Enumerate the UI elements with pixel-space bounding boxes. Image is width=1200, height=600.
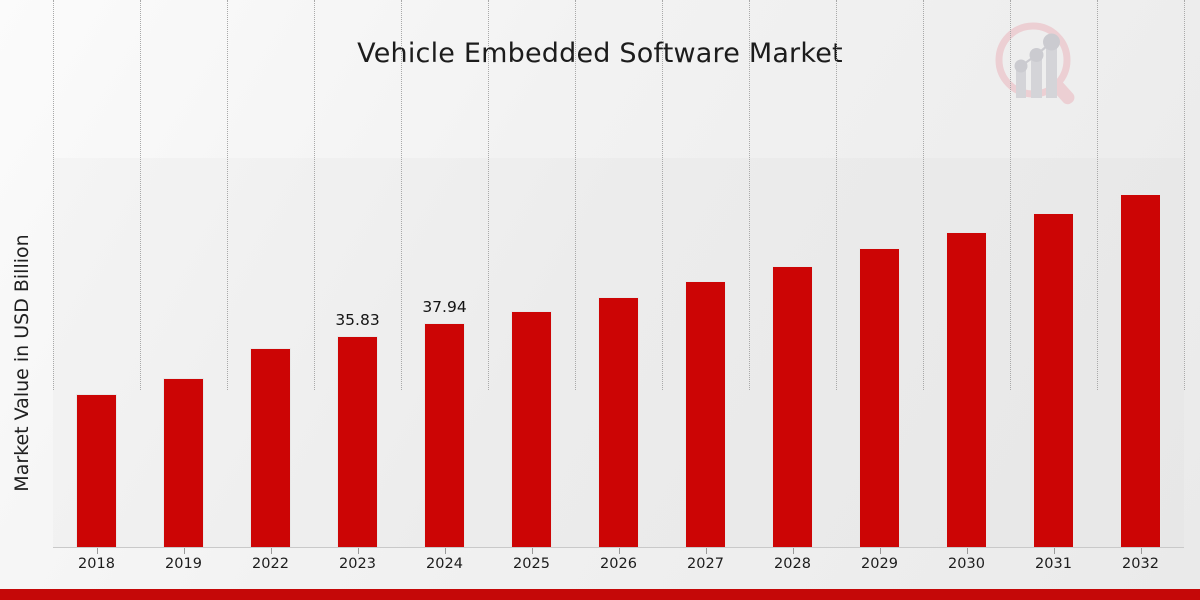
x-axis-label-2032: 2032 [1122, 556, 1159, 572]
x-axis-tick [1140, 548, 1142, 554]
bar-2025[interactable] [511, 310, 552, 547]
gridline [227, 0, 228, 390]
gridline [488, 0, 489, 390]
x-axis-label-2026: 2026 [600, 556, 637, 572]
chart-title: Vehicle Embedded Software Market [357, 38, 843, 69]
gridline [749, 0, 750, 390]
x-axis-tick [96, 548, 98, 554]
bar-value-label-2023: 35.83 [335, 310, 380, 329]
gridline [1097, 0, 1098, 390]
bar-value-label-2024: 37.94 [422, 298, 467, 317]
gridline [140, 0, 141, 390]
gridline [923, 0, 924, 390]
gridline [662, 0, 663, 390]
bar-2023[interactable] [337, 335, 378, 547]
x-axis-tick [183, 548, 185, 554]
bar-2022[interactable] [250, 347, 291, 547]
x-axis-label-2019: 2019 [165, 556, 202, 572]
x-axis-label-2022: 2022 [252, 556, 289, 572]
x-axis-label-2029: 2029 [861, 556, 898, 572]
gridline [314, 0, 315, 390]
gridline [53, 0, 54, 390]
bar-2018[interactable] [76, 393, 117, 547]
bar-2031[interactable] [1033, 212, 1074, 547]
x-axis-tick [357, 548, 359, 554]
gridline [401, 0, 402, 390]
bar-2027[interactable] [685, 280, 726, 547]
bar-2024[interactable] [424, 323, 465, 547]
x-axis-tick [1053, 548, 1055, 554]
gridline [575, 0, 576, 390]
x-axis-label-2031: 2031 [1035, 556, 1072, 572]
x-axis-tick [966, 548, 968, 554]
x-axis-label-2018: 2018 [78, 556, 115, 572]
x-axis-tick [270, 548, 272, 554]
gridline [1184, 0, 1185, 390]
x-axis-tick [792, 548, 794, 554]
x-axis-tick [618, 548, 620, 554]
gridline [836, 0, 837, 390]
bar-2026[interactable] [598, 296, 639, 547]
x-axis-tick [879, 548, 881, 554]
x-axis-line [53, 547, 1184, 548]
x-axis-label-2027: 2027 [687, 556, 724, 572]
x-axis-label-2023: 2023 [339, 556, 376, 572]
gridline [1010, 0, 1011, 390]
x-axis-label-2030: 2030 [948, 556, 985, 572]
bar-2029[interactable] [859, 247, 900, 547]
x-axis-label-2024: 2024 [426, 556, 463, 572]
bar-2030[interactable] [946, 231, 987, 547]
y-axis-title: Market Value in USD Billion [11, 234, 33, 492]
x-axis-label-2025: 2025 [513, 556, 550, 572]
footer-accent-bar [0, 589, 1200, 600]
bar-2028[interactable] [772, 265, 813, 547]
bar-2032[interactable] [1120, 193, 1161, 547]
magnifier-bar-chart-logo-icon [985, 18, 1090, 113]
x-axis-tick [444, 548, 446, 554]
x-axis-tick [531, 548, 533, 554]
bar-2019[interactable] [163, 377, 204, 547]
x-axis-tick [705, 548, 707, 554]
x-axis-label-2028: 2028 [774, 556, 811, 572]
